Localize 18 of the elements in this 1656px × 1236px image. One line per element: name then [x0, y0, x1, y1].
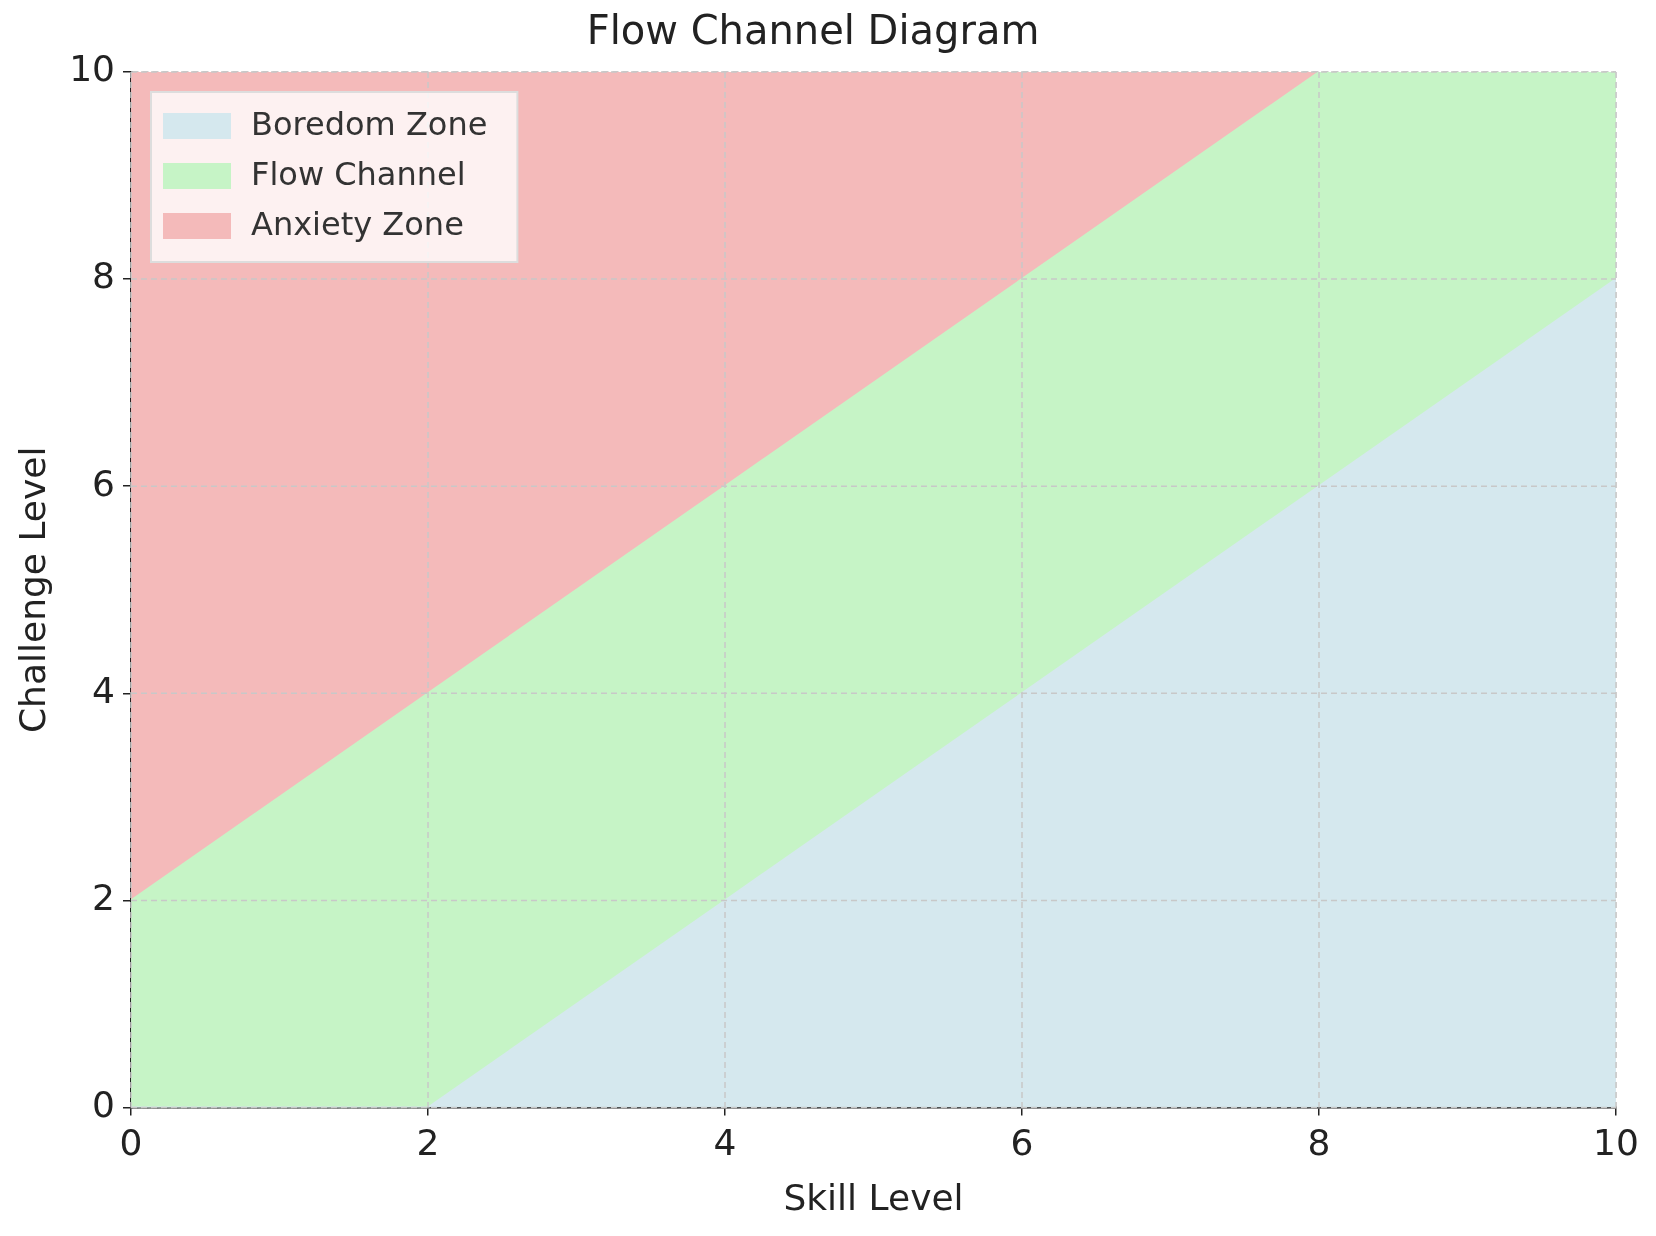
y-tick-label: 0 — [92, 1083, 116, 1125]
y-tick-label: 2 — [92, 876, 116, 918]
x-tick-label: 6 — [1010, 1121, 1034, 1163]
x-tick-label: 8 — [1307, 1121, 1331, 1163]
y-tick-label: 8 — [92, 255, 116, 297]
x-tick-label: 4 — [713, 1121, 737, 1163]
y-tick-label: 4 — [92, 669, 116, 711]
y-tick-label: 10 — [69, 48, 116, 90]
y-axis-title: Challenge Level — [11, 446, 53, 734]
legend-label: Boredom Zone — [251, 105, 488, 144]
y-tick-label: 6 — [92, 462, 116, 504]
legend-label: Anxiety Zone — [251, 205, 464, 244]
legend-label: Flow Channel — [251, 155, 466, 194]
x-axis-title: Skill Level — [783, 1176, 964, 1218]
x-tick-label: 0 — [119, 1121, 143, 1163]
x-tick-label: 2 — [416, 1121, 440, 1163]
chart-title: Flow Channel Diagram — [586, 7, 1040, 54]
x-tick-label: 10 — [1593, 1121, 1639, 1163]
